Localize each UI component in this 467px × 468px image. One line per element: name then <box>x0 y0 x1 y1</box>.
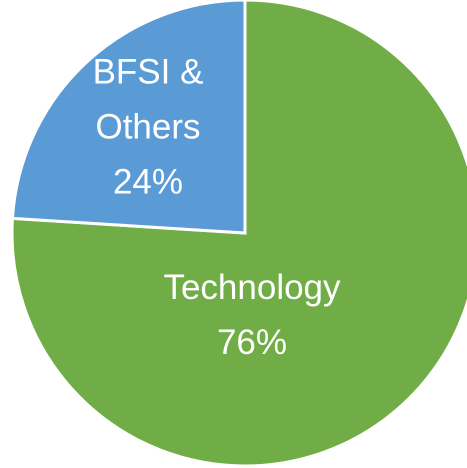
slice-label: BFSI & Others 24% <box>73 45 223 210</box>
value-label: 76% <box>216 323 288 362</box>
category-label: BFSI & Others <box>92 52 204 147</box>
slice-label: Technology 76% <box>132 260 372 370</box>
category-label: Technology <box>163 268 341 307</box>
value-label: 24% <box>112 162 184 202</box>
pie-slice <box>10 0 247 235</box>
